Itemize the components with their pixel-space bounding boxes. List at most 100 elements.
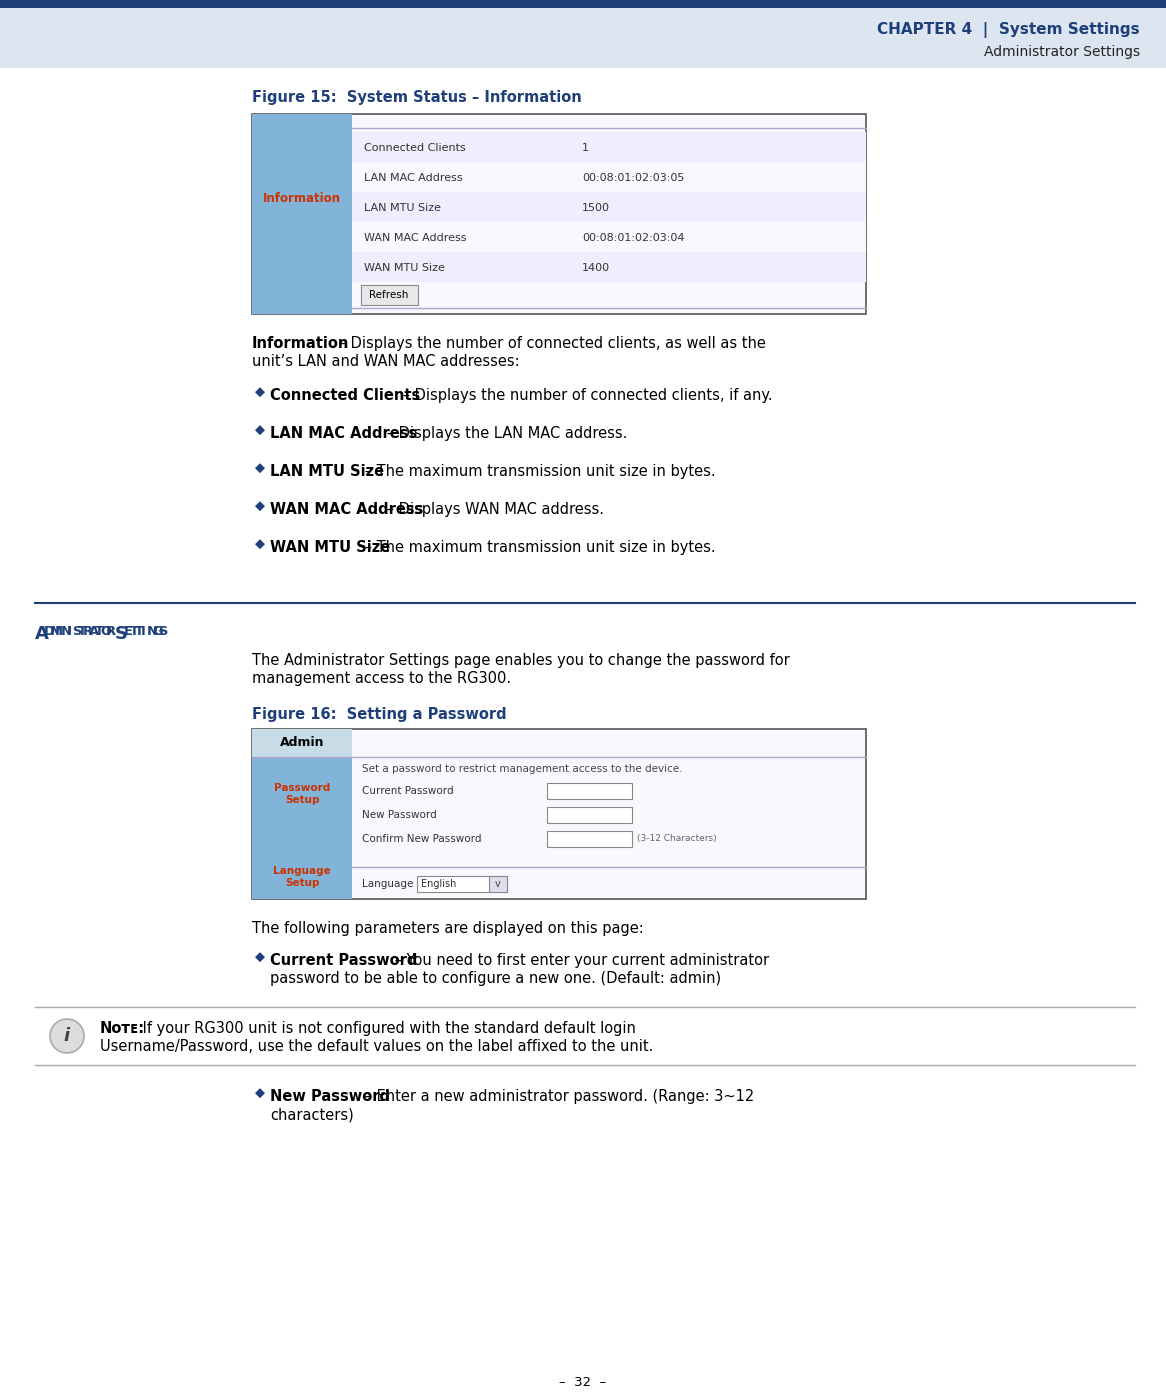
Text: Set a password to restrict management access to the device.: Set a password to restrict management ac… <box>361 764 682 774</box>
Bar <box>547 831 632 846</box>
Text: T: T <box>129 625 139 638</box>
Text: LAN MTU Size: LAN MTU Size <box>364 203 441 213</box>
Bar <box>489 876 507 893</box>
Bar <box>252 113 352 313</box>
Text: M: M <box>49 625 63 638</box>
Text: CHAPTER 4  |  System Settings: CHAPTER 4 | System Settings <box>877 22 1140 38</box>
Bar <box>417 876 507 893</box>
Text: Refresh: Refresh <box>370 290 409 299</box>
Text: Nᴏᴛᴇ:: Nᴏᴛᴇ: <box>100 1021 145 1037</box>
Polygon shape <box>255 501 265 511</box>
Text: Current Password: Current Password <box>271 953 417 968</box>
Bar <box>252 729 352 900</box>
Bar <box>252 113 866 313</box>
Text: 1500: 1500 <box>582 203 610 213</box>
Text: N: N <box>61 625 71 638</box>
Text: T: T <box>77 625 86 638</box>
Text: S: S <box>115 625 128 644</box>
Text: – Displays the number of connected clients, as well as the: – Displays the number of connected clien… <box>335 336 766 351</box>
Text: I: I <box>66 625 71 638</box>
Bar <box>352 132 866 162</box>
Polygon shape <box>255 425 265 435</box>
Text: – You need to first enter your current administrator: – You need to first enter your current a… <box>389 953 770 968</box>
Text: Confirm New Password: Confirm New Password <box>361 834 482 844</box>
Text: management access to the RG300.: management access to the RG300. <box>252 672 511 686</box>
Bar <box>352 252 866 283</box>
Text: Language: Language <box>361 879 414 888</box>
Bar <box>547 807 632 823</box>
Polygon shape <box>255 953 265 963</box>
Text: R: R <box>83 625 93 638</box>
Text: If your RG300 unit is not configured with the standard default login: If your RG300 unit is not configured wit… <box>138 1021 635 1037</box>
Text: A: A <box>89 625 99 638</box>
Text: i: i <box>64 1027 70 1045</box>
Text: I: I <box>141 625 146 638</box>
Text: O: O <box>100 625 111 638</box>
Text: The following parameters are displayed on this page:: The following parameters are displayed o… <box>252 921 644 936</box>
Bar <box>0 0 1166 8</box>
Text: Information: Information <box>252 336 350 351</box>
Text: WAN MAC Address: WAN MAC Address <box>271 502 423 518</box>
Text: N: N <box>147 625 157 638</box>
Polygon shape <box>255 1088 265 1098</box>
Bar <box>547 783 632 799</box>
Text: S: S <box>157 625 167 638</box>
Text: (3-12 Characters): (3-12 Characters) <box>637 834 717 844</box>
Text: Administrator Settings: Administrator Settings <box>984 45 1140 59</box>
Text: T: T <box>94 625 104 638</box>
Text: password to be able to configure a new one. (Default: admin): password to be able to configure a new o… <box>271 971 721 986</box>
Text: v: v <box>496 879 501 888</box>
Text: – Displays the number of connected clients, if any.: – Displays the number of connected clien… <box>398 388 772 403</box>
Text: 00:08:01:02:03:04: 00:08:01:02:03:04 <box>582 234 684 243</box>
Bar <box>252 729 352 757</box>
Text: LAN MAC Address: LAN MAC Address <box>364 173 463 183</box>
Text: – Enter a new administrator password. (Range: 3~12: – Enter a new administrator password. (R… <box>360 1088 754 1104</box>
Text: Figure 15:  System Status – Information: Figure 15: System Status – Information <box>252 90 582 105</box>
Text: The Administrator Settings page enables you to change the password for: The Administrator Settings page enables … <box>252 653 789 667</box>
Text: Password
Setup: Password Setup <box>274 783 330 804</box>
Text: 00:08:01:02:03:05: 00:08:01:02:03:05 <box>582 173 684 183</box>
Text: English: English <box>421 879 456 888</box>
Text: Figure 16:  Setting a Password: Figure 16: Setting a Password <box>252 706 506 722</box>
Text: A: A <box>35 625 49 644</box>
Bar <box>252 729 866 900</box>
Text: LAN MAC Address: LAN MAC Address <box>271 427 417 441</box>
Text: – The maximum transmission unit size in bytes.: – The maximum transmission unit size in … <box>360 464 716 478</box>
Text: R: R <box>106 625 115 638</box>
Text: Connected Clients: Connected Clients <box>271 388 420 403</box>
Polygon shape <box>255 539 265 550</box>
Text: T: T <box>135 625 145 638</box>
Text: 1: 1 <box>582 143 589 152</box>
Text: Connected Clients: Connected Clients <box>364 143 465 152</box>
Text: Admin: Admin <box>280 736 324 750</box>
Text: Language
Setup: Language Setup <box>273 866 331 888</box>
Text: S: S <box>72 625 82 638</box>
Text: – The maximum transmission unit size in bytes.: – The maximum transmission unit size in … <box>360 540 716 555</box>
Text: WAN MTU Size: WAN MTU Size <box>271 540 391 555</box>
Text: characters): characters) <box>271 1107 353 1122</box>
Bar <box>352 192 866 222</box>
Text: E: E <box>124 625 133 638</box>
Text: D: D <box>44 625 55 638</box>
Text: Username/Password, use the default values on the label affixed to the unit.: Username/Password, use the default value… <box>100 1039 653 1053</box>
Text: Information: Information <box>264 193 340 206</box>
Polygon shape <box>255 463 265 473</box>
Text: WAN MTU Size: WAN MTU Size <box>364 263 445 273</box>
Text: LAN MTU Size: LAN MTU Size <box>271 464 384 478</box>
Bar <box>0 8 1166 69</box>
Bar <box>352 222 866 252</box>
Polygon shape <box>255 388 265 397</box>
Circle shape <box>50 1018 84 1053</box>
Text: Current Password: Current Password <box>361 786 454 796</box>
Text: – Displays WAN MAC address.: – Displays WAN MAC address. <box>382 502 604 518</box>
Text: G: G <box>152 625 163 638</box>
Text: 1400: 1400 <box>582 263 610 273</box>
Text: unit’s LAN and WAN MAC addresses:: unit’s LAN and WAN MAC addresses: <box>252 354 520 369</box>
Text: New Password: New Password <box>271 1088 389 1104</box>
FancyBboxPatch shape <box>361 285 417 305</box>
Text: WAN MAC Address: WAN MAC Address <box>364 234 466 243</box>
Text: –  32  –: – 32 – <box>560 1375 606 1388</box>
Text: – Displays the LAN MAC address.: – Displays the LAN MAC address. <box>382 427 627 441</box>
Bar <box>352 162 866 192</box>
Text: New Password: New Password <box>361 810 437 820</box>
